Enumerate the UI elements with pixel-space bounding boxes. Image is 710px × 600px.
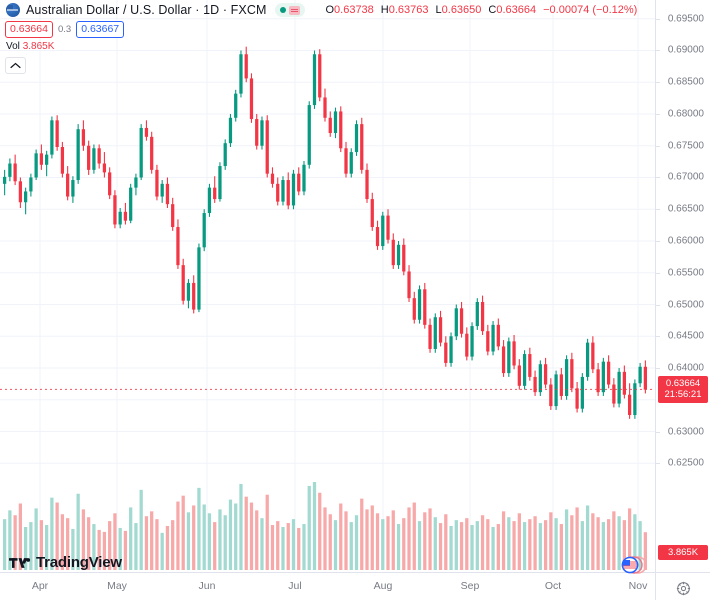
- price-tick: 0.65000: [667, 299, 704, 310]
- symbol-row: Australian Dollar / U.S. Dollar · 1D · F…: [6, 3, 637, 17]
- price-tick: 0.67500: [667, 140, 704, 152]
- price-tick-mark: [656, 113, 660, 115]
- equals-icon: [289, 5, 301, 15]
- market-open-dot: [280, 7, 287, 13]
- time-tick: May: [107, 580, 127, 592]
- price-tick-mark: [656, 18, 660, 20]
- volume-label: Vol: [6, 41, 20, 52]
- usd-flag-badge-icon: [621, 556, 647, 574]
- price-tick-mark: [656, 82, 660, 84]
- chart-header: Australian Dollar / U.S. Dollar · 1D · F…: [0, 0, 710, 44]
- collapse-pane-button[interactable]: [5, 57, 26, 74]
- time-tick: Sep: [460, 580, 480, 592]
- axis-corner: [655, 572, 710, 600]
- price-tick-mark: [656, 50, 660, 52]
- volume-legend: Vol 3.865K: [6, 41, 54, 52]
- gear-icon[interactable]: [676, 581, 691, 596]
- time-tick: Apr: [31, 580, 49, 592]
- ask-price-box[interactable]: 0.63667: [76, 21, 125, 38]
- price-tick-mark: [656, 431, 660, 433]
- time-tick: Aug: [373, 580, 393, 592]
- price-tick: 0.62500: [667, 457, 704, 469]
- high-value: 0.63763: [388, 4, 429, 16]
- time-tick: Nov: [628, 580, 648, 592]
- chart-plot-area[interactable]: [0, 0, 655, 572]
- price-tick: 0.66500: [667, 203, 704, 215]
- symbol-title[interactable]: Australian Dollar / U.S. Dollar · 1D · F…: [26, 3, 267, 17]
- price-tick: 0.63000: [667, 426, 704, 438]
- open-value: 0.63738: [334, 4, 374, 16]
- price-tick-mark: [656, 177, 660, 179]
- price-tick-mark: [656, 145, 660, 147]
- price-tick: 0.65500: [667, 267, 704, 279]
- price-tick: 0.68000: [667, 108, 704, 120]
- price-tick-mark: [656, 368, 660, 370]
- price-tick: 0.69500: [667, 13, 704, 25]
- spread-value: 0.3: [57, 24, 72, 35]
- low-value: 0.63650: [441, 4, 482, 16]
- price-tick-mark: [656, 209, 660, 211]
- price-tick: 0.69000: [667, 44, 704, 56]
- globe-flag-icon: [6, 3, 20, 17]
- price-tick-mark: [656, 241, 660, 242]
- chevron-up-icon: [10, 62, 21, 69]
- volume-value-badge[interactable]: 3.865K: [658, 545, 708, 560]
- price-tick: 0.67000: [667, 171, 704, 183]
- ohlc-legend: O0.63738 H0.63763 L0.63650 C0.63664 −0.0…: [325, 4, 637, 16]
- price-tick: 0.66000: [667, 235, 704, 247]
- market-status-pill[interactable]: [275, 3, 306, 17]
- price-tick-mark: [656, 463, 660, 465]
- price-tick: 0.68500: [667, 76, 704, 88]
- price-tick-mark: [656, 304, 660, 306]
- quote-row: 0.63664 0.3 0.63667: [5, 21, 125, 38]
- time-tick: Jun: [198, 580, 216, 592]
- time-tick: Jul: [288, 580, 302, 592]
- candlestick-svg: [0, 0, 655, 570]
- price-tick: 0.64500: [667, 330, 704, 342]
- open-label: O: [325, 4, 335, 16]
- price-tick: 0.64000: [667, 362, 704, 374]
- tradingview-logo-icon: [9, 557, 31, 568]
- low-label: L: [435, 4, 442, 16]
- change-value: −0.00074 (−0.12%): [543, 4, 638, 16]
- time-tick: Oct: [544, 580, 562, 592]
- close-label: C: [488, 4, 497, 16]
- time-axis[interactable]: Apr May Jun Jul Aug Sep Oct Nov: [0, 572, 655, 600]
- tradingview-logo-text: TradingView: [36, 554, 122, 571]
- close-value: 0.63664: [496, 4, 537, 16]
- current-price-value: 0.63664: [665, 378, 701, 390]
- price-tick-mark: [656, 272, 660, 274]
- price-tick-mark: [656, 336, 660, 338]
- volume-value: 3.865K: [22, 41, 55, 52]
- bid-price-box[interactable]: 0.63664: [5, 21, 53, 38]
- high-label: H: [380, 4, 389, 16]
- tradingview-watermark: TradingView: [9, 554, 122, 571]
- bar-countdown: 21:56:21: [664, 389, 702, 401]
- price-axis[interactable]: 0.69500 0.69000 0.68500 0.68000 0.67500 0.670…: [655, 0, 710, 572]
- current-price-badge[interactable]: 0.63664 21:56:21: [658, 376, 708, 404]
